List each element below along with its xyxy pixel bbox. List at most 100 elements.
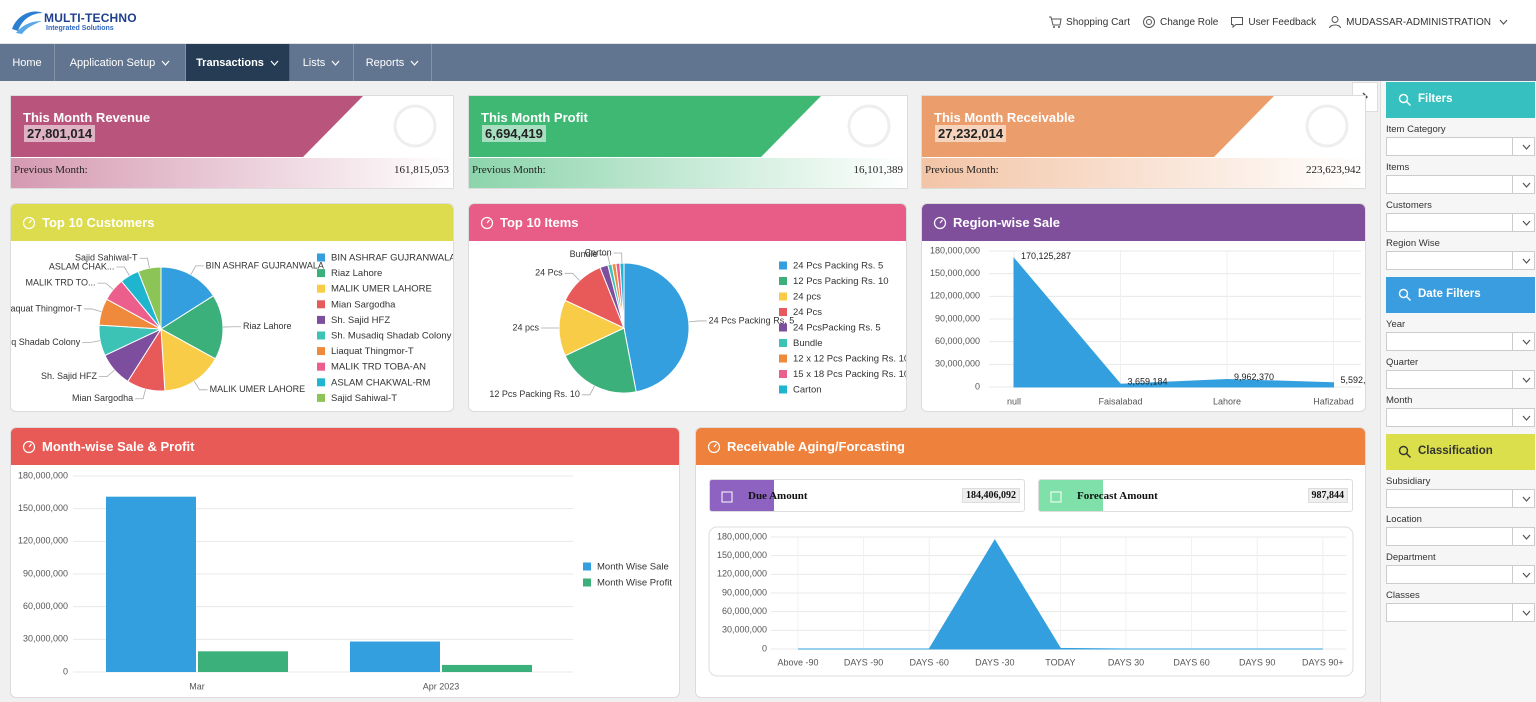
gauge — [22, 216, 36, 230]
filter-select[interactable] — [1386, 175, 1535, 194]
value-label: 5,592,1 — [1341, 375, 1366, 385]
pie-label: Sh. Musadiq Shadab Colony — [11, 337, 81, 347]
header-link-text: Change Role — [1159, 16, 1219, 28]
panel-icon — [22, 440, 36, 454]
nav-item[interactable]: Reports — [354, 44, 432, 81]
panel-title: Receivable Aging/Forcasting — [727, 439, 905, 454]
kpi-icon — [847, 104, 891, 148]
chart: 0 30,000,000 60,000,000 90,000,000 120,000,0… — [930, 245, 1366, 406]
filter-select[interactable] — [1386, 489, 1535, 508]
x-tick-label: TODAY — [1045, 657, 1075, 667]
icon — [1329, 16, 1342, 29]
legend-swatch — [317, 300, 325, 309]
header-link[interactable]: User Feedback — [1230, 15, 1316, 29]
select-arrow — [1512, 138, 1534, 155]
nav-label: Lists — [302, 56, 326, 69]
kpi-previous-bg — [922, 158, 1365, 188]
logo-swoosh — [12, 11, 43, 31]
filter-select[interactable] — [1386, 408, 1535, 427]
panel-title: Top 10 Customers — [42, 215, 155, 230]
filter-label: Subsidiary — [1386, 476, 1431, 487]
x-tick-label: DAYS -30 — [975, 657, 1014, 667]
chevron — [1522, 534, 1531, 540]
nav-label: Transactions — [196, 56, 264, 69]
kpi-title: This Month Receivable — [934, 110, 1075, 125]
gauge-needle — [939, 219, 943, 224]
nav-item[interactable]: Application Setup — [55, 44, 186, 81]
logo-icon — [12, 11, 43, 34]
filter-select[interactable] — [1386, 251, 1535, 270]
search-icon — [1398, 445, 1411, 458]
legend-label: Sh. Musadiq Shadab Colony — [331, 331, 452, 342]
nav-item[interactable]: Home — [0, 44, 55, 81]
chart: 0 30,000,000 60,000,000 90,000,000 120,000,0… — [18, 470, 672, 691]
kpi-previous-value: 223,623,942 — [1306, 164, 1361, 176]
panel-title: Top 10 Items — [500, 215, 579, 230]
nav-item[interactable]: Transactions — [186, 44, 290, 81]
chart: 24 Pcs Packing Rs. 5 12 Pcs Packing Rs. 1… — [489, 247, 906, 399]
select-arrow — [1512, 371, 1534, 388]
panel-title: Month-wise Sale & Profit — [42, 439, 195, 454]
panel-icon — [933, 216, 947, 230]
pie-label: Liaquat Thingmor-T — [11, 303, 82, 313]
legend-swatch — [317, 347, 325, 356]
legend-label: 12 x 12 Pcs Packing Rs. 10 — [793, 354, 906, 365]
panel-title: Region-wise Sale — [953, 215, 1060, 230]
filter-select[interactable] — [1386, 332, 1535, 351]
select-arrow — [1512, 528, 1534, 545]
search-icon — [1398, 93, 1411, 106]
receivable-card: Due Amount 184,406,092 — [709, 479, 1025, 512]
gauge-needle — [486, 219, 490, 224]
y-tick-label: 30,000,000 — [722, 625, 767, 635]
legend-label: Riaz Lahore — [331, 268, 382, 279]
filter-select[interactable] — [1386, 370, 1535, 389]
chart-panel: Region-wise Sale 0 30,000,000 60,000,000 90,… — [921, 203, 1366, 412]
pie-label: MALIK TRD TO... — [25, 277, 95, 287]
header-link[interactable]: MUDASSAR-ADMINISTRATION — [1328, 15, 1508, 29]
chevron — [1522, 182, 1531, 188]
nav-item[interactable]: Lists — [290, 44, 354, 81]
filter-select[interactable] — [1386, 565, 1535, 584]
filter-label: Items — [1386, 162, 1410, 173]
filter-select[interactable] — [1386, 603, 1535, 622]
select-arrow — [1512, 176, 1534, 193]
header-link[interactable]: Change Role — [1142, 15, 1218, 29]
legend-label: Mian Sargodha — [331, 299, 396, 310]
chevron-line — [331, 60, 340, 66]
legend-label: Carton — [793, 385, 822, 396]
y-tick-label: 60,000,000 — [23, 601, 68, 611]
select-arrow — [1512, 333, 1534, 350]
y-tick-label: 150,000,000 — [18, 503, 68, 513]
kpi-banner — [469, 96, 891, 157]
globe-inner — [1145, 19, 1152, 25]
receivable-card: Forecast Amount 987,844 — [1038, 479, 1353, 512]
receivable-value: 987,844 — [1307, 488, 1348, 503]
header-link[interactable]: Shopping Cart — [1048, 15, 1130, 29]
area — [798, 539, 1323, 650]
kpi-previous-value: 16,101,389 — [853, 164, 904, 176]
bar — [350, 641, 440, 672]
legend-label: Month Wise Profit — [597, 578, 672, 589]
chart-panel: Top 10 Items 24 Pcs Packing Rs. 5 12 Pcs P… — [468, 203, 907, 412]
pie-leader — [98, 369, 115, 378]
legend-label: 24 pcs — [793, 292, 821, 303]
select-arrow — [1512, 490, 1534, 507]
chevron — [1522, 377, 1531, 383]
chevron — [1522, 496, 1531, 502]
pie-leader — [613, 252, 623, 264]
filter-select[interactable] — [1386, 137, 1535, 156]
legend-swatch — [583, 562, 591, 571]
select-arrow — [1512, 252, 1534, 269]
receivable-value: 184,406,092 — [962, 488, 1020, 503]
pie-leader — [135, 388, 146, 400]
nav-label: Application Setup — [69, 56, 156, 69]
chevron-line — [1522, 144, 1531, 150]
chevron — [161, 60, 170, 66]
bar — [442, 664, 532, 672]
select-arrow — [1512, 214, 1534, 231]
filter-select[interactable] — [1386, 213, 1535, 232]
gauge — [480, 216, 494, 230]
filter-select[interactable] — [1386, 527, 1535, 546]
pie-leader — [97, 282, 114, 290]
